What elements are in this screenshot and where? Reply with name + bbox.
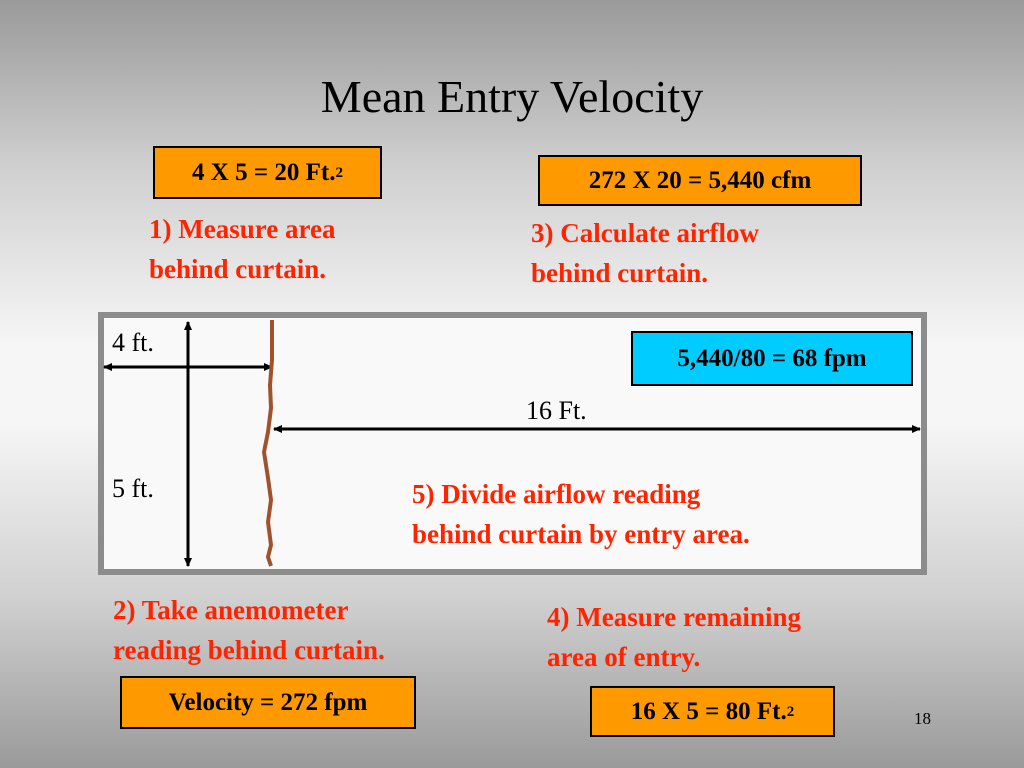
step-2-line-2: reading behind curtain. [113, 635, 385, 665]
entry-velocity-formula: 5,440/80 = 68 fpm [677, 345, 867, 372]
step-4-line-1: 4) Measure remaining [547, 602, 801, 632]
step-3-line-2: behind curtain. [531, 258, 709, 288]
curtain-line [262, 320, 274, 567]
step-2-text: 2) Take anemometer reading behind curtai… [113, 590, 385, 670]
area-behind-curtain-box: 4 X 5 = 20 Ft. 2 [153, 146, 382, 199]
remaining-area-formula: 16 X 5 = 80 Ft. [630, 698, 787, 725]
step-3-line-1: 3) Calculate airflow [531, 218, 759, 248]
step-4-text: 4) Measure remaining area of entry. [547, 597, 801, 677]
length-dimension-label: 16 Ft. [526, 396, 587, 425]
airflow-formula: 272 X 20 = 5,440 cfm [588, 167, 812, 194]
step-4-line-2: area of entry. [547, 642, 701, 672]
step-5-line-1: 5) Divide airflow reading [412, 479, 701, 509]
step-2-line-1: 2) Take anemometer [113, 595, 349, 625]
area-behind-curtain-formula: 4 X 5 = 20 Ft. [192, 159, 336, 186]
step-5-line-2: behind curtain by entry area. [412, 519, 750, 549]
step-1-line-2: behind curtain. [149, 254, 327, 284]
height-dimension-label: 5 ft. [112, 474, 154, 503]
slide-title: Mean Entry Velocity [320, 71, 704, 122]
step-3-text: 3) Calculate airflow behind curtain. [531, 213, 759, 293]
step-5-text: 5) Divide airflow reading behind curtain… [412, 474, 750, 554]
velocity-reading: Velocity = 272 fpm [168, 689, 368, 716]
entry-velocity-box: 5,440/80 = 68 fpm [631, 331, 913, 386]
step-1-line-1: 1) Measure area [149, 214, 336, 244]
remaining-area-box: 16 X 5 = 80 Ft. 2 [590, 686, 835, 737]
airflow-box: 272 X 20 = 5,440 cfm [538, 155, 862, 206]
width-dimension-label: 4 ft. [112, 328, 154, 357]
step-1-text: 1) Measure area behind curtain. [149, 209, 335, 289]
page-number: 18 [914, 709, 931, 728]
velocity-box: Velocity = 272 fpm [120, 676, 416, 729]
